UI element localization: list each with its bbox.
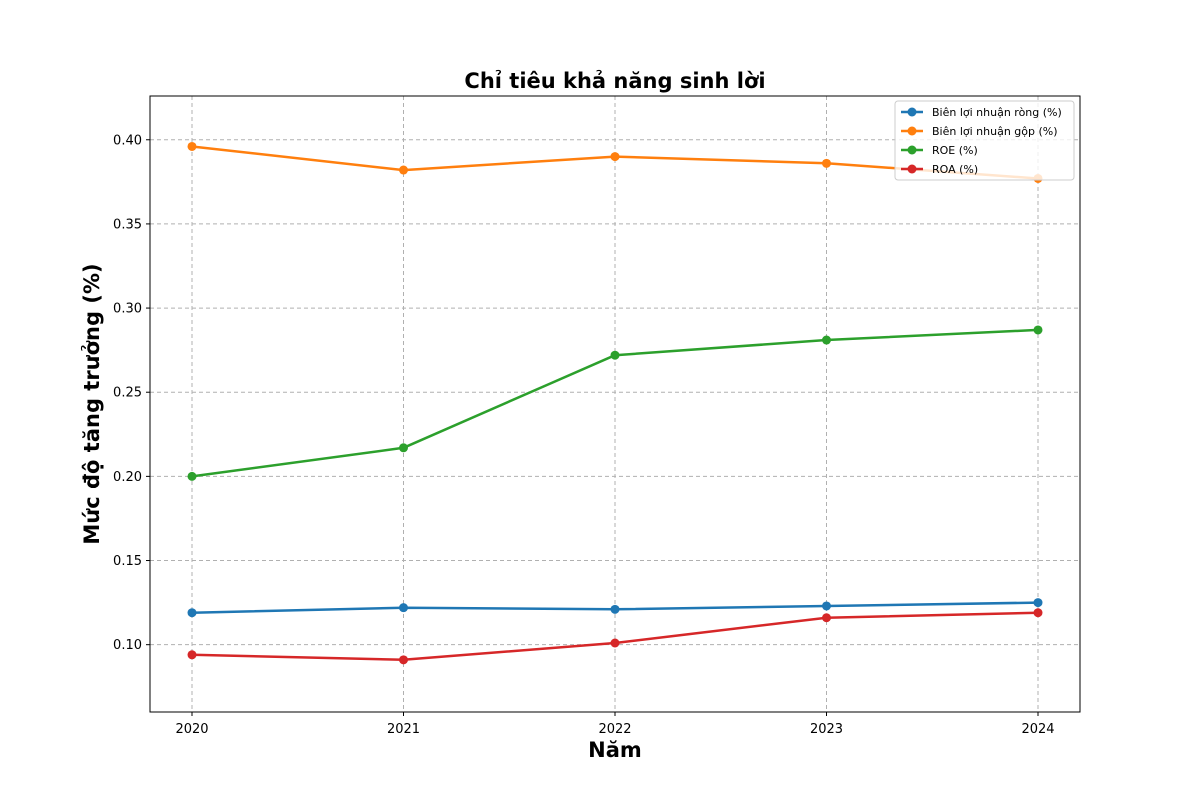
data-point[interactable] — [1033, 608, 1043, 618]
series-3 — [187, 325, 1043, 481]
chart-title: Chỉ tiêu khả năng sinh lời — [464, 69, 765, 93]
data-point[interactable] — [610, 604, 620, 614]
legend-item[interactable]: Biên lợi nhuận ròng (%) — [901, 106, 1062, 119]
legend-label: ROA (%) — [932, 163, 978, 176]
data-point[interactable] — [1033, 598, 1043, 608]
x-tick-label: 2021 — [387, 722, 420, 737]
data-point[interactable] — [399, 165, 408, 175]
x-tick-label: 2024 — [1021, 722, 1054, 737]
legend-item[interactable]: Biên lợi nhuận gộp (%) — [901, 125, 1058, 138]
data-point[interactable] — [187, 608, 197, 618]
series-1 — [187, 598, 1043, 618]
data-point[interactable] — [610, 350, 620, 360]
legend-item[interactable]: ROE (%) — [901, 144, 978, 157]
series-4 — [187, 608, 1043, 665]
y-tick-label: 0.30 — [113, 302, 142, 317]
x-axis-title: Năm — [588, 738, 642, 762]
y-tick-label: 0.10 — [113, 638, 142, 653]
data-point[interactable] — [1033, 325, 1043, 335]
data-point[interactable] — [822, 601, 831, 611]
legend-label: Biên lợi nhuận ròng (%) — [932, 106, 1062, 119]
x-axis: 2020 2021 2022 2023 2024 — [175, 712, 1055, 737]
x-tick-label: 2020 — [175, 722, 208, 737]
data-point[interactable] — [187, 650, 197, 660]
y-axis: 0.10 0.15 0.20 0.25 0.30 0.35 0.40 — [113, 133, 150, 653]
x-tick-label: 2023 — [810, 722, 843, 737]
legend[interactable]: Biên lợi nhuận ròng (%) Biên lợi nhuận gộ… — [894, 100, 1075, 181]
data-point[interactable] — [822, 613, 831, 623]
legend-box — [894, 100, 1075, 181]
y-tick-label: 0.20 — [113, 470, 142, 485]
grid — [150, 96, 1080, 712]
legend-item[interactable]: ROA (%) — [901, 163, 978, 176]
legend-swatch-marker — [907, 107, 917, 117]
data-point[interactable] — [399, 655, 408, 665]
data-point[interactable] — [822, 335, 831, 345]
data-point[interactable] — [399, 603, 408, 613]
legend-swatch-marker — [907, 164, 917, 174]
x-tick-label: 2022 — [598, 722, 631, 737]
y-axis-title: Mức độ tăng trưởng (%) — [80, 263, 104, 544]
y-tick-label: 0.35 — [113, 217, 142, 232]
data-point[interactable] — [610, 638, 620, 648]
legend-swatch-marker — [907, 145, 917, 155]
series-group — [187, 141, 1043, 665]
data-point[interactable] — [187, 471, 197, 481]
data-point[interactable] — [187, 141, 197, 151]
data-point[interactable] — [822, 158, 831, 168]
data-point[interactable] — [399, 443, 408, 453]
legend-label: ROE (%) — [932, 144, 978, 157]
y-tick-label: 0.15 — [113, 554, 142, 569]
legend-label: Biên lợi nhuận gộp (%) — [932, 125, 1058, 138]
y-tick-label: 0.25 — [113, 386, 142, 401]
y-tick-label: 0.40 — [113, 133, 142, 148]
legend-swatch-marker — [907, 126, 917, 136]
data-point[interactable] — [610, 152, 620, 162]
